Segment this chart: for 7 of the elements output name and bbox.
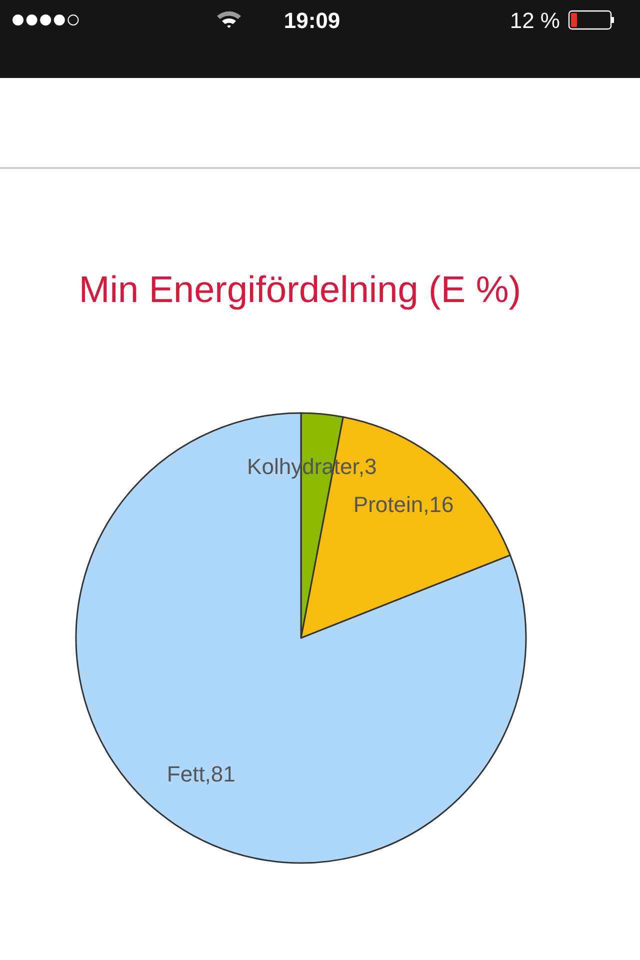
text: 19:09 — [284, 8, 340, 33]
text: 12 % — [510, 8, 560, 33]
chart-title: Min Energifördelning (E %) — [78, 269, 522, 310]
slice-label: Fett,81 — [166, 761, 236, 786]
pie-slice — [75, 412, 527, 864]
slice-label: Kolhydrater,3 — [247, 454, 377, 478]
slice-label: Protein,16 — [353, 491, 454, 516]
